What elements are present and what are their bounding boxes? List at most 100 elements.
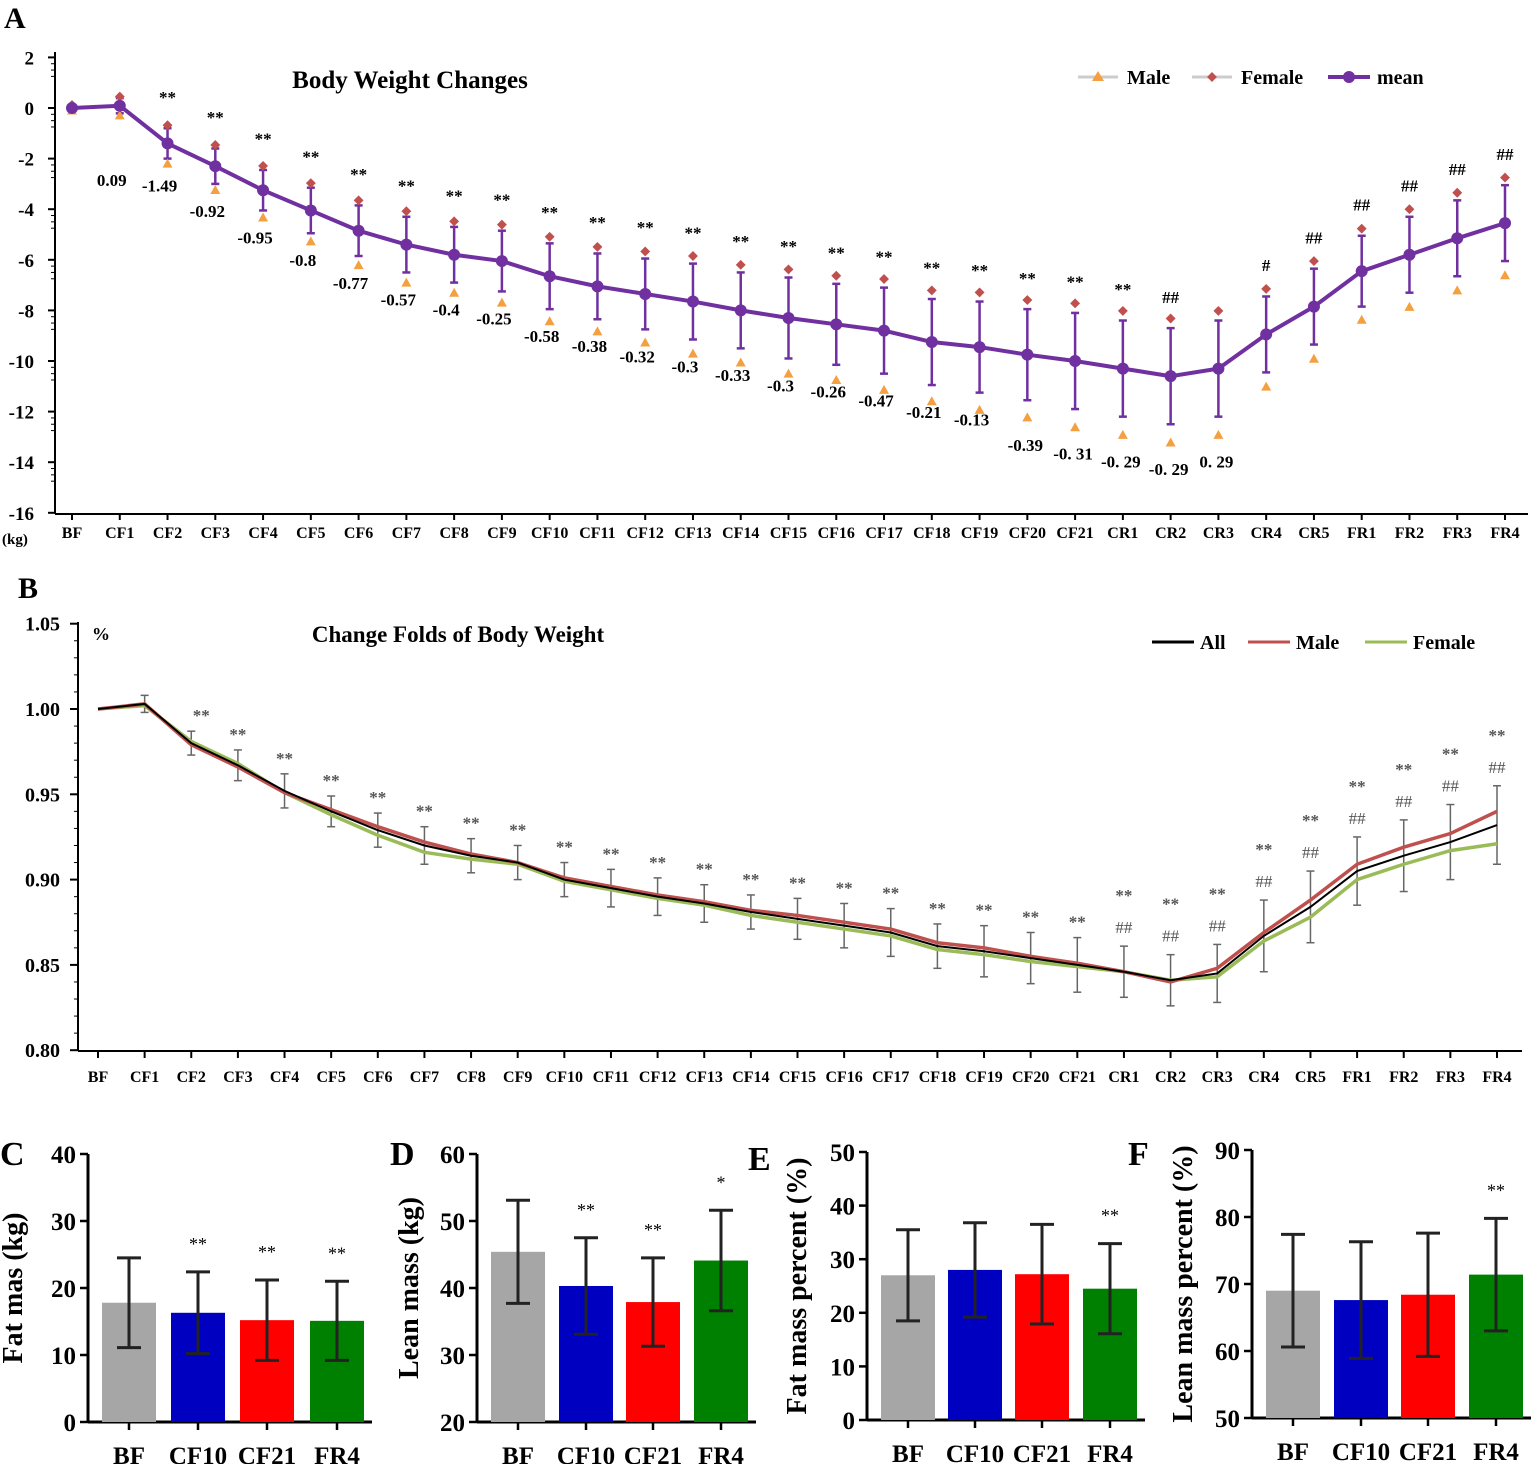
female-marker — [162, 120, 173, 131]
series-line-male — [97, 702, 1498, 984]
male-marker — [1070, 422, 1081, 432]
panel-label-b: B — [18, 572, 38, 605]
significance-hash-mark: ## — [1162, 927, 1180, 946]
step-change-label: 0.09 — [97, 171, 127, 190]
step-change-label: -0.38 — [572, 337, 607, 356]
male-marker — [1356, 314, 1367, 324]
female-marker — [1165, 313, 1176, 324]
y-tick-label: 1.05 — [25, 614, 60, 636]
y-axis-label: Lean mass (kg) — [394, 1197, 425, 1379]
significance-mark: ** — [189, 1234, 207, 1254]
panel-label-e: E — [748, 1141, 771, 1178]
male-marker — [114, 110, 125, 120]
chart-b-title: Change Folds of Body Weight — [312, 622, 605, 647]
step-change-label: -0.3 — [767, 376, 794, 395]
significance-hash-mark: ## — [1489, 758, 1507, 777]
mean-point — [495, 255, 508, 268]
male-marker — [926, 396, 937, 406]
female-marker — [449, 216, 460, 227]
x-tick-label: CF12 — [639, 1069, 676, 1086]
y-tick-label: 0.95 — [25, 784, 60, 806]
male-marker — [735, 357, 746, 367]
significance-mark: ** — [589, 213, 606, 232]
y-tick-label: 60 — [440, 1142, 465, 1169]
x-tick-label: CF20 — [1009, 525, 1046, 542]
male-marker — [258, 212, 269, 222]
x-tick-label: CF4 — [270, 1069, 299, 1086]
mean-point — [352, 224, 365, 237]
x-tick-label: CR3 — [1202, 1069, 1233, 1086]
x-tick-label: CR4 — [1248, 1069, 1279, 1086]
female-marker — [114, 91, 125, 102]
significance-mark: ** — [276, 749, 293, 768]
significance-mark: ** — [446, 187, 463, 206]
mean-point — [878, 324, 891, 337]
step-change-label: -0.39 — [1008, 436, 1043, 455]
significance-mark: ** — [976, 901, 993, 920]
female-marker — [210, 139, 221, 150]
y-tick-label: -2 — [18, 150, 34, 171]
x-tick-label: CF21 — [1399, 1439, 1457, 1464]
panel-label-f: F — [1128, 1136, 1149, 1173]
significance-hash-mark: ## — [1442, 777, 1460, 796]
x-tick-label: CF8 — [456, 1069, 485, 1086]
significance-hash-mark: ## — [1302, 843, 1320, 862]
mean-point — [973, 341, 986, 354]
significance-mark: ** — [828, 244, 845, 263]
x-tick-label: CF1 — [130, 1069, 159, 1086]
y-tick-label: 40 — [830, 1194, 855, 1221]
significance-mark: ** — [1019, 269, 1036, 288]
x-tick-label: CF2 — [153, 525, 182, 542]
x-tick-label: CR4 — [1251, 525, 1282, 542]
male-marker — [640, 337, 651, 347]
y-axis-label: Fat mass percent (%) — [782, 1158, 813, 1415]
legend-label-female: Female — [1413, 632, 1475, 654]
significance-hash-mark: ## — [1115, 918, 1133, 937]
panel-label-c: C — [0, 1136, 25, 1173]
significance-mark: ** — [1302, 811, 1319, 830]
female-marker — [1308, 256, 1319, 267]
mean-point — [66, 102, 78, 114]
step-change-label: -0.26 — [811, 383, 846, 402]
female-marker — [974, 287, 985, 298]
x-tick-label: CR2 — [1155, 1069, 1186, 1086]
y-tick-label: 10 — [830, 1354, 855, 1381]
significance-mark: ## — [1401, 176, 1419, 195]
mean-point — [1355, 265, 1368, 278]
y-tick-label: 0.85 — [25, 955, 60, 977]
x-tick-label: CF8 — [439, 525, 468, 542]
x-tick-label: FR4 — [698, 1443, 744, 1464]
significance-mark: ** — [1489, 726, 1506, 745]
mean-point — [830, 318, 843, 331]
x-tick-label: CR1 — [1108, 1069, 1139, 1086]
step-change-label: -0.21 — [906, 403, 941, 422]
chart-b-ylabel: % — [92, 624, 110, 644]
male-marker — [1022, 412, 1033, 422]
y-tick-label: 10 — [51, 1343, 76, 1370]
x-tick-label: CF16 — [825, 1069, 862, 1086]
x-tick-label: CF18 — [919, 1069, 956, 1086]
step-change-label: -0.95 — [237, 228, 272, 247]
female-marker — [640, 246, 651, 257]
significance-mark: ** — [742, 870, 759, 889]
male-marker — [879, 384, 890, 394]
x-tick-label: BF — [892, 1441, 924, 1464]
male-marker — [496, 297, 507, 307]
x-tick-label: CF15 — [770, 525, 807, 542]
mean-point — [304, 204, 317, 217]
legend-female-label: Female — [1241, 67, 1303, 89]
x-tick-label: CF21 — [1059, 1069, 1096, 1086]
legend-male-marker — [1092, 71, 1104, 81]
female-marker — [1356, 223, 1367, 234]
y-tick-label: 60 — [1215, 1339, 1240, 1366]
x-tick-label: CF15 — [779, 1069, 816, 1086]
significance-mark: ** — [577, 1200, 595, 1220]
significance-mark: ** — [493, 190, 510, 209]
mean-point — [1021, 348, 1034, 361]
y-tick-label: 0 — [25, 99, 35, 120]
mean-point — [448, 248, 461, 261]
legend-female-marker — [1207, 72, 1217, 82]
significance-mark: ** — [1022, 907, 1039, 926]
significance-hash-mark: ## — [1255, 872, 1273, 891]
